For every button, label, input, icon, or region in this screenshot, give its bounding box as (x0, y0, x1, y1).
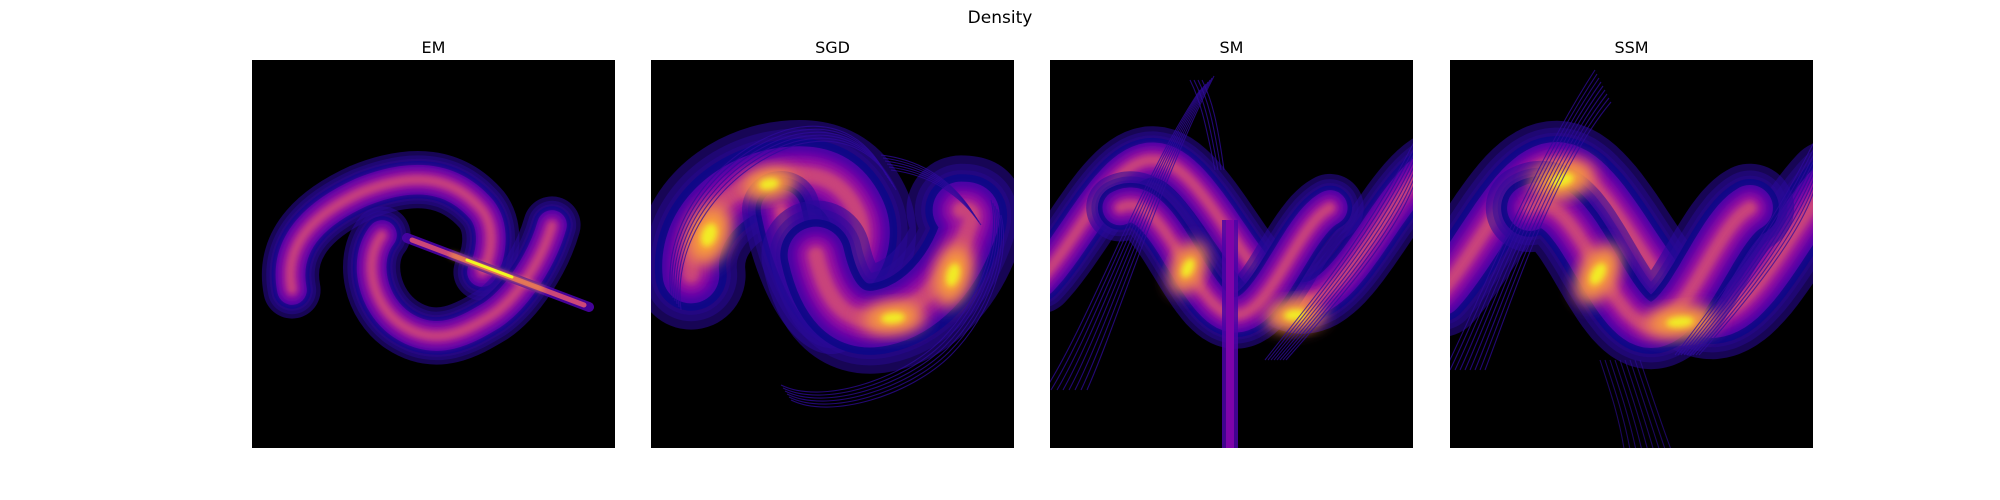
density-band-lower (761, 155, 1014, 374)
density-peak (1169, 241, 1207, 295)
contour-envelope (669, 125, 1005, 408)
panel-title: SGD (815, 38, 850, 57)
density-streak (402, 233, 594, 312)
figure-title: Density (967, 8, 1033, 28)
density-peak (933, 242, 973, 308)
density-panel-em: EM (252, 38, 615, 448)
panel-title: EM (421, 38, 446, 57)
density-plot (1450, 60, 1813, 448)
density-plot (1050, 60, 1413, 448)
density-band-lower (1485, 160, 1795, 370)
panel-title: SM (1219, 38, 1244, 57)
density-peak (1574, 243, 1622, 305)
density-peak (859, 302, 927, 334)
density-panel-sgd: SGD (651, 38, 1014, 448)
panel-title: SSM (1614, 38, 1649, 57)
density-panel-sm: SM (1050, 38, 1413, 448)
density-band-upper (261, 151, 520, 319)
density-plot (252, 60, 615, 448)
contour-tails (1450, 69, 1813, 448)
density-peak (740, 167, 798, 201)
contour-tails (1050, 75, 1413, 391)
density-band-lower (343, 196, 581, 365)
density-panel-ssm: SSM (1450, 38, 1813, 448)
density-plot (651, 60, 1014, 448)
density-vertical-streak (1222, 220, 1238, 448)
